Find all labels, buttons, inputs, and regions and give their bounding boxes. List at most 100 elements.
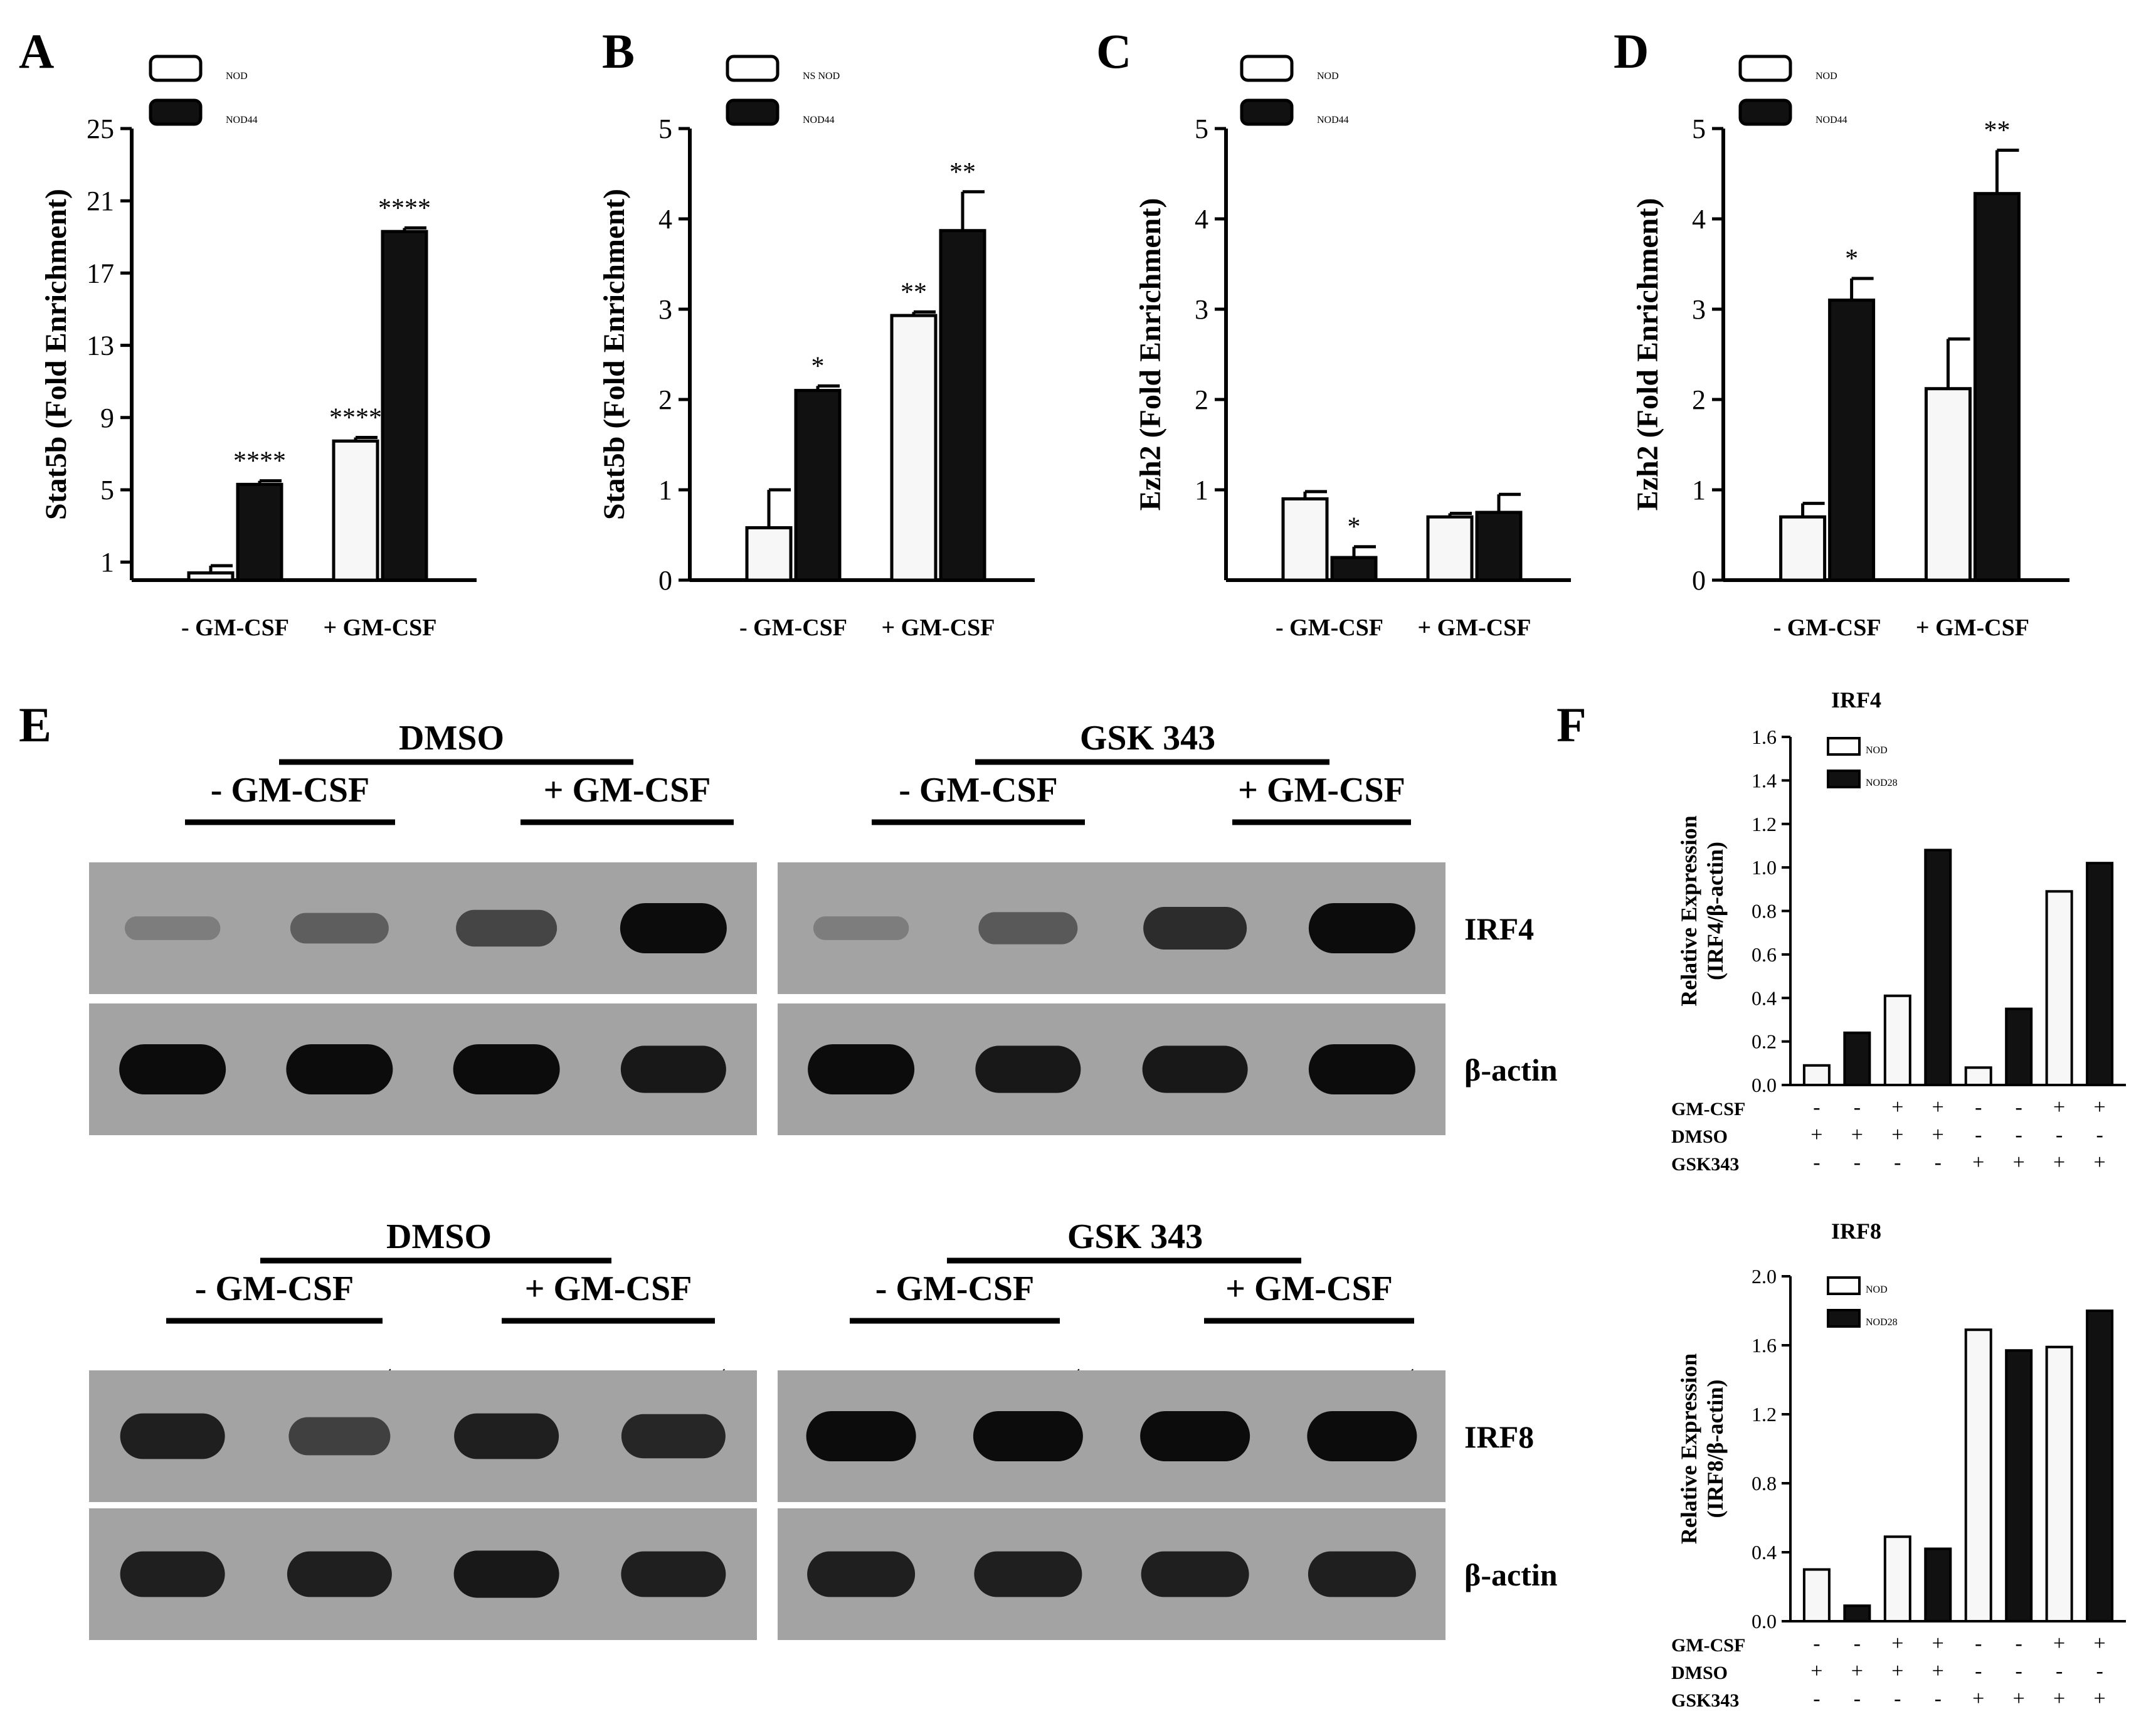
bar (187, 571, 235, 582)
condition-sign: - (1894, 1687, 1901, 1710)
significance-label: ** (1984, 117, 2010, 146)
blot-band (1308, 1551, 1416, 1597)
y-tick-label: 2 (658, 384, 672, 415)
y-axis-label: Ezh2 (Fold Enrichment) (1134, 198, 1167, 511)
y-axis-label: Relative Expression (1676, 1353, 1701, 1544)
x-tick-label: + GM-CSF (1916, 615, 2029, 641)
y-axis-label: Ezh2 (Fold Enrichment) (1631, 198, 1664, 511)
blot-group: GSK 343- GM-CSF+ GM-CSFNODNOD-TgNODNOD-T… (778, 1217, 1558, 1640)
legend-label: NOD44 (1815, 115, 1847, 125)
blot-band (1143, 907, 1247, 950)
condition-sign: - (1813, 1096, 1820, 1119)
y-tick-label: 1.2 (1752, 1403, 1777, 1426)
significance-label: **** (378, 194, 431, 223)
blot-band (456, 909, 558, 947)
bar (1843, 1604, 1871, 1622)
condition-sign: + (1891, 1659, 1903, 1683)
legend-swatch (149, 98, 203, 126)
legend-swatch (726, 55, 780, 82)
y-tick-label: 4 (1692, 204, 1706, 235)
y-tick-label: 0.0 (1752, 1610, 1777, 1633)
panel-letter: B (602, 24, 635, 78)
condition-label: DMSO (1671, 1126, 1728, 1147)
condition-sign: - (2096, 1123, 2103, 1146)
y-tick-label: 5 (1195, 114, 1208, 144)
condition-sign: - (1813, 1151, 1820, 1174)
legend-swatch (1738, 55, 1792, 82)
y-axis-label: Relative Expression (1676, 815, 1701, 1006)
treatment-label: GSK 343 (1067, 1217, 1203, 1256)
panel-d: D 0 1 2 3 4 5 Ezh2 (Fold Enrichment) - GM-CSF * + … (1614, 24, 2069, 641)
legend-swatch (1827, 1309, 1861, 1328)
y-tick-label: 4 (1195, 204, 1208, 235)
blot-band (287, 1551, 392, 1597)
x-tick-label: - GM-CSF (739, 615, 847, 641)
y-tick-label: 1.0 (1752, 856, 1777, 879)
panel-f-irf4: F IRF4 0.0 0.2 0.4 0.6 0.8 1.0 1.2 1.4 1.6 Relative… (1556, 687, 2126, 1175)
legend-label: NOD28 (1866, 778, 1898, 788)
significance-label: * (1348, 513, 1361, 542)
blot-band (1308, 1044, 1415, 1094)
legend-swatch (1827, 737, 1861, 756)
y-tick-label: 4 (658, 204, 672, 235)
bar (1330, 556, 1378, 582)
condition-sign: + (2053, 1687, 2065, 1710)
blot-band (975, 1045, 1081, 1093)
condition-sign: + (2094, 1151, 2106, 1174)
blot-band (119, 1044, 226, 1094)
condition-sign: - (2056, 1123, 2063, 1146)
bar (1964, 1328, 1992, 1622)
condition-sign: + (1891, 1632, 1903, 1655)
condition-sign: + (1851, 1123, 1863, 1146)
significance-label: * (1845, 245, 1858, 273)
condition-label: GM-CSF (1671, 1635, 1745, 1656)
condition-sign: + (1891, 1096, 1903, 1119)
y-tick-label: 0.6 (1752, 943, 1777, 966)
treatment-label: DMSO (386, 1217, 492, 1256)
condition-sign: - (1935, 1687, 1942, 1710)
bar (2045, 1345, 2073, 1622)
x-tick-label: + GM-CSF (881, 615, 995, 641)
y-tick-label: 1.6 (1752, 1334, 1777, 1357)
condition-sign: - (2096, 1659, 2103, 1683)
x-tick-label: - GM-CSF (1773, 615, 1881, 641)
bar (381, 230, 428, 582)
condition-sign: - (2016, 1632, 2022, 1655)
legend-label: NS NOD44 (803, 71, 840, 82)
condition-sign: - (1975, 1123, 1982, 1146)
condition-sign: - (1975, 1096, 1982, 1119)
bar (1779, 515, 1827, 582)
condition-sign: + (1891, 1123, 1903, 1146)
y-tick-label: 1.6 (1752, 726, 1777, 748)
blot-band (973, 1411, 1083, 1461)
bar (2086, 862, 2114, 1086)
condition-sign: + (1972, 1687, 1984, 1710)
y-tick-label: 21 (87, 186, 114, 216)
blot-band (1141, 1551, 1249, 1597)
y-tick-label: 1 (658, 475, 672, 505)
condition-label: - GM-CSF (875, 1269, 1035, 1308)
legend-swatch (1738, 98, 1792, 126)
y-tick-label: 17 (87, 258, 114, 288)
y-tick-label: 1 (1692, 475, 1706, 505)
blot-band (124, 916, 221, 940)
legend-swatch (1240, 98, 1294, 126)
legend-swatch (1827, 1276, 1861, 1295)
y-tick-label: 5 (1692, 114, 1706, 144)
x-tick-label: - GM-CSF (181, 615, 289, 641)
y-tick-label: 0.4 (1752, 987, 1777, 1009)
panel-letter: F (1556, 697, 1587, 752)
bar (1475, 511, 1523, 582)
condition-label: + GM-CSF (525, 1269, 692, 1308)
x-tick-label: + GM-CSF (323, 615, 436, 641)
panel-b: B 0 1 2 3 4 5 Stat5b (Fold Enrichment) - GM-CSF *… (598, 24, 1035, 641)
condition-sign: - (2016, 1096, 2022, 1119)
legend-label: NOD44 (1815, 71, 1837, 82)
y-axis-label: Stat5b (Fold Enrichment) (40, 189, 73, 520)
bar (1924, 387, 1972, 582)
y-tick-label: 0 (1692, 565, 1706, 596)
significance-label: ** (901, 278, 927, 307)
bar (2005, 1349, 2033, 1622)
y-axis-label: Stat5b (Fold Enrichment) (598, 189, 631, 520)
